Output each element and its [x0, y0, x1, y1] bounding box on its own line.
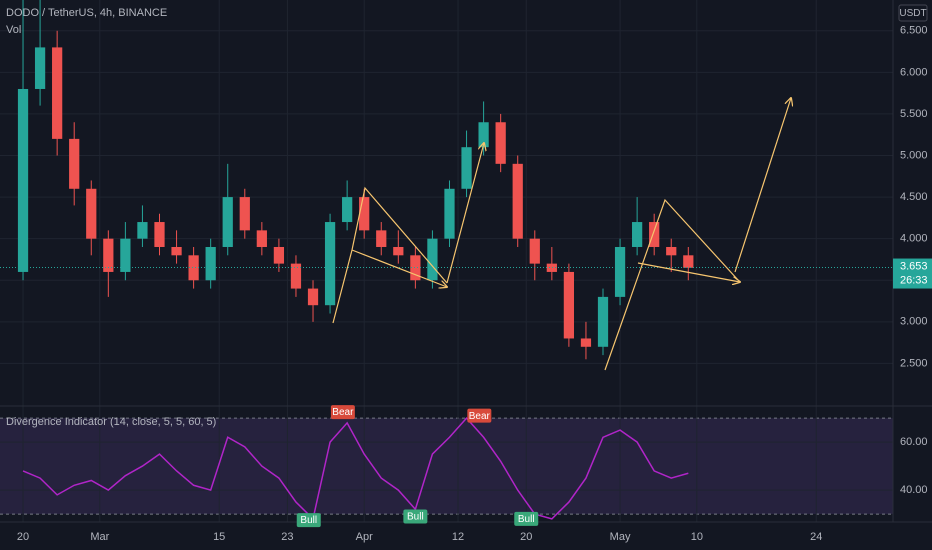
- candle-body: [649, 222, 660, 247]
- candle-body: [103, 238, 114, 272]
- divergence-tag: [296, 513, 321, 528]
- x-tick-label: 24: [810, 531, 822, 543]
- candle-body: [580, 338, 592, 347]
- y-tick-label: 4.500: [900, 191, 928, 203]
- candle-body: [205, 246, 216, 281]
- candle-body: [171, 246, 182, 256]
- indicator-line: [22, 416, 689, 521]
- candle-body: [137, 222, 148, 239]
- candle-body: [529, 238, 540, 264]
- candle-body: [410, 255, 421, 281]
- candle-body: [666, 246, 677, 256]
- x-tick-label: May: [610, 531, 631, 543]
- candle-body: [290, 263, 302, 289]
- candle-body: [614, 246, 626, 297]
- divergence-label: Bear: [332, 407, 354, 418]
- candle-body: [632, 222, 643, 247]
- x-tick-label: 20: [17, 531, 29, 543]
- candle-body: [17, 88, 29, 272]
- candle-body: [222, 197, 233, 247]
- y-tick-label: 6.500: [900, 25, 928, 37]
- last-price-box: [893, 258, 932, 289]
- x-tick-label: 23: [281, 531, 293, 543]
- y-tick-label: 60.00: [900, 436, 928, 448]
- divergence-tag: [514, 511, 539, 526]
- trend-drawing: [637, 262, 740, 282]
- x-tick-label: Apr: [356, 531, 373, 543]
- candle-body: [393, 246, 404, 256]
- candle-body: [512, 163, 523, 239]
- candle-body: [52, 47, 63, 139]
- x-tick-label: Mar: [90, 531, 109, 543]
- candle-body: [69, 138, 80, 189]
- trend-drawing: [351, 249, 447, 287]
- candle-body: [154, 222, 165, 247]
- divergence-tag: [467, 408, 492, 423]
- x-tick-label: 12: [452, 531, 464, 543]
- trend-drawing: [446, 143, 484, 284]
- countdown: 26:33: [900, 274, 928, 286]
- divergence-label: Bull: [300, 515, 317, 526]
- divergence-tag: [330, 405, 355, 420]
- candle-body: [546, 263, 557, 272]
- trend-drawing: [734, 98, 791, 273]
- symbol-title: DODO / TetherUS, 4h, BINANCE: [6, 7, 167, 19]
- y-tick-label: 6.000: [900, 66, 928, 78]
- candle-body: [324, 222, 336, 306]
- last-price-label: 3.653: [900, 260, 928, 272]
- y-tick-label: 4.000: [900, 233, 928, 245]
- currency[interactable]: USDT: [899, 8, 926, 19]
- candle-body: [376, 230, 387, 247]
- divergence-label: Bear: [469, 411, 491, 422]
- y-tick-label: 5.000: [900, 149, 928, 161]
- candle-body: [597, 296, 609, 347]
- candle-body: [461, 147, 472, 189]
- candle-body: [478, 122, 489, 148]
- candle-body: [427, 238, 438, 281]
- drawings: [332, 98, 791, 371]
- divergence-tag: [403, 509, 428, 524]
- y-tick-label: 40.00: [900, 484, 928, 496]
- candle-body: [563, 271, 575, 339]
- volume-label: Vol: [6, 24, 21, 36]
- candle-body: [273, 246, 285, 264]
- candle-body: [120, 238, 131, 272]
- marks: [0, 0, 893, 521]
- y-tick-label: 5.500: [900, 108, 928, 120]
- trend-drawing: [332, 186, 448, 324]
- x-tick-label: 20: [520, 531, 532, 543]
- y-tick-label: 2.500: [900, 357, 928, 369]
- candle-body: [683, 255, 694, 268]
- candle-body: [256, 230, 267, 247]
- x-tick-label: 15: [213, 531, 225, 543]
- candle-body: [307, 288, 319, 306]
- y-tick-label: 3.000: [900, 316, 928, 328]
- candles: [17, 0, 694, 360]
- candle-body: [239, 197, 250, 231]
- trend-drawing: [604, 198, 739, 371]
- grid: [0, 0, 893, 522]
- candle-body: [495, 122, 506, 164]
- candle-body: [359, 197, 370, 231]
- candle-body: [444, 188, 455, 239]
- candle-body: [342, 197, 353, 223]
- divergence-label: Bull: [407, 512, 424, 523]
- indicator-title: Divergence Indicator (14, close, 5, 5, 6…: [6, 416, 216, 428]
- candle-body: [188, 255, 199, 281]
- candle-body: [34, 47, 46, 89]
- divergence-label: Bull: [518, 514, 535, 525]
- currency-badge[interactable]: [898, 4, 928, 22]
- indicator-band: [0, 418, 893, 515]
- candle-body: [86, 188, 97, 239]
- x-tick-label: 10: [691, 531, 703, 543]
